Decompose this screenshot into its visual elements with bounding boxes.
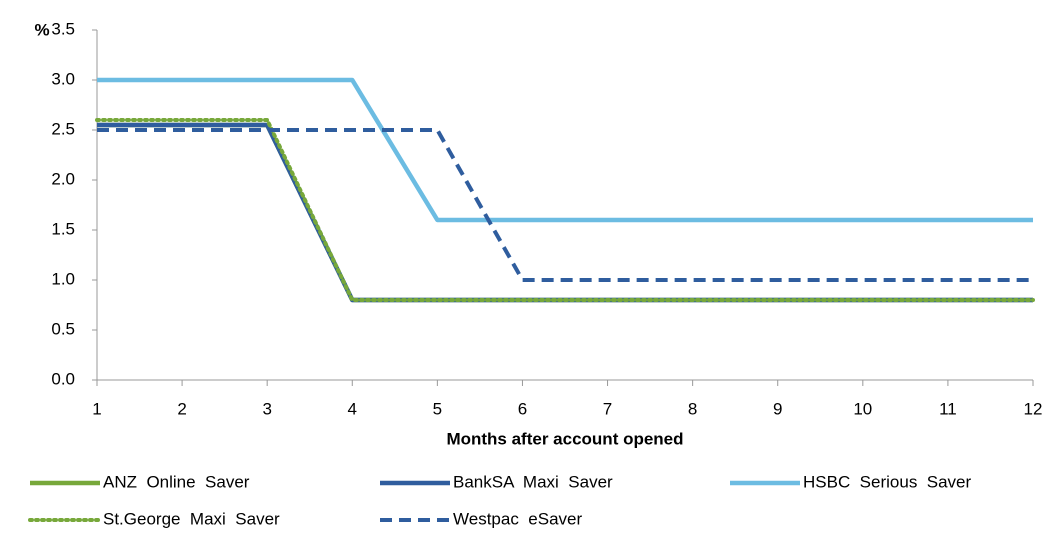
x-tick-label: 2 bbox=[177, 399, 186, 418]
y-tick-label: 3.0 bbox=[51, 69, 75, 88]
y-tick-label: 2.5 bbox=[51, 119, 75, 138]
x-tick-label: 5 bbox=[433, 399, 442, 418]
series-line bbox=[97, 77, 1033, 223]
series-line bbox=[97, 122, 1033, 303]
legend-label: ANZ Online Saver bbox=[103, 472, 250, 491]
x-tick-label: 1 bbox=[92, 399, 101, 418]
y-tick-label: 1.0 bbox=[51, 269, 75, 288]
y-tick-label: 0.5 bbox=[51, 319, 75, 338]
x-tick-label: 9 bbox=[773, 399, 782, 418]
y-tick-label: 2.0 bbox=[51, 169, 75, 188]
x-tick-label: 7 bbox=[603, 399, 612, 418]
x-tick-label: 4 bbox=[348, 399, 357, 418]
legend-label: Westpac eSaver bbox=[453, 509, 582, 528]
x-tick-label: 12 bbox=[1024, 399, 1043, 418]
x-axis-title: Months after account opened bbox=[446, 429, 683, 448]
y-tick-label: 1.5 bbox=[51, 219, 75, 238]
series-line bbox=[97, 122, 1033, 303]
x-tick-label: 10 bbox=[853, 399, 872, 418]
legend-label: St.George Maxi Saver bbox=[103, 509, 280, 528]
y-tick-label: 3.5 bbox=[51, 19, 75, 38]
legend-label: HSBC Serious Saver bbox=[803, 472, 972, 491]
series-line bbox=[97, 128, 1033, 282]
legend-label: BankSA Maxi Saver bbox=[453, 472, 613, 491]
x-tick-label: 3 bbox=[262, 399, 271, 418]
x-tick-label: 8 bbox=[688, 399, 697, 418]
series-line bbox=[95, 118, 1035, 302]
y-axis-label: % bbox=[34, 20, 49, 39]
y-tick-label: 0.0 bbox=[51, 369, 75, 388]
x-tick-label: 6 bbox=[518, 399, 527, 418]
x-tick-label: 11 bbox=[939, 399, 957, 418]
